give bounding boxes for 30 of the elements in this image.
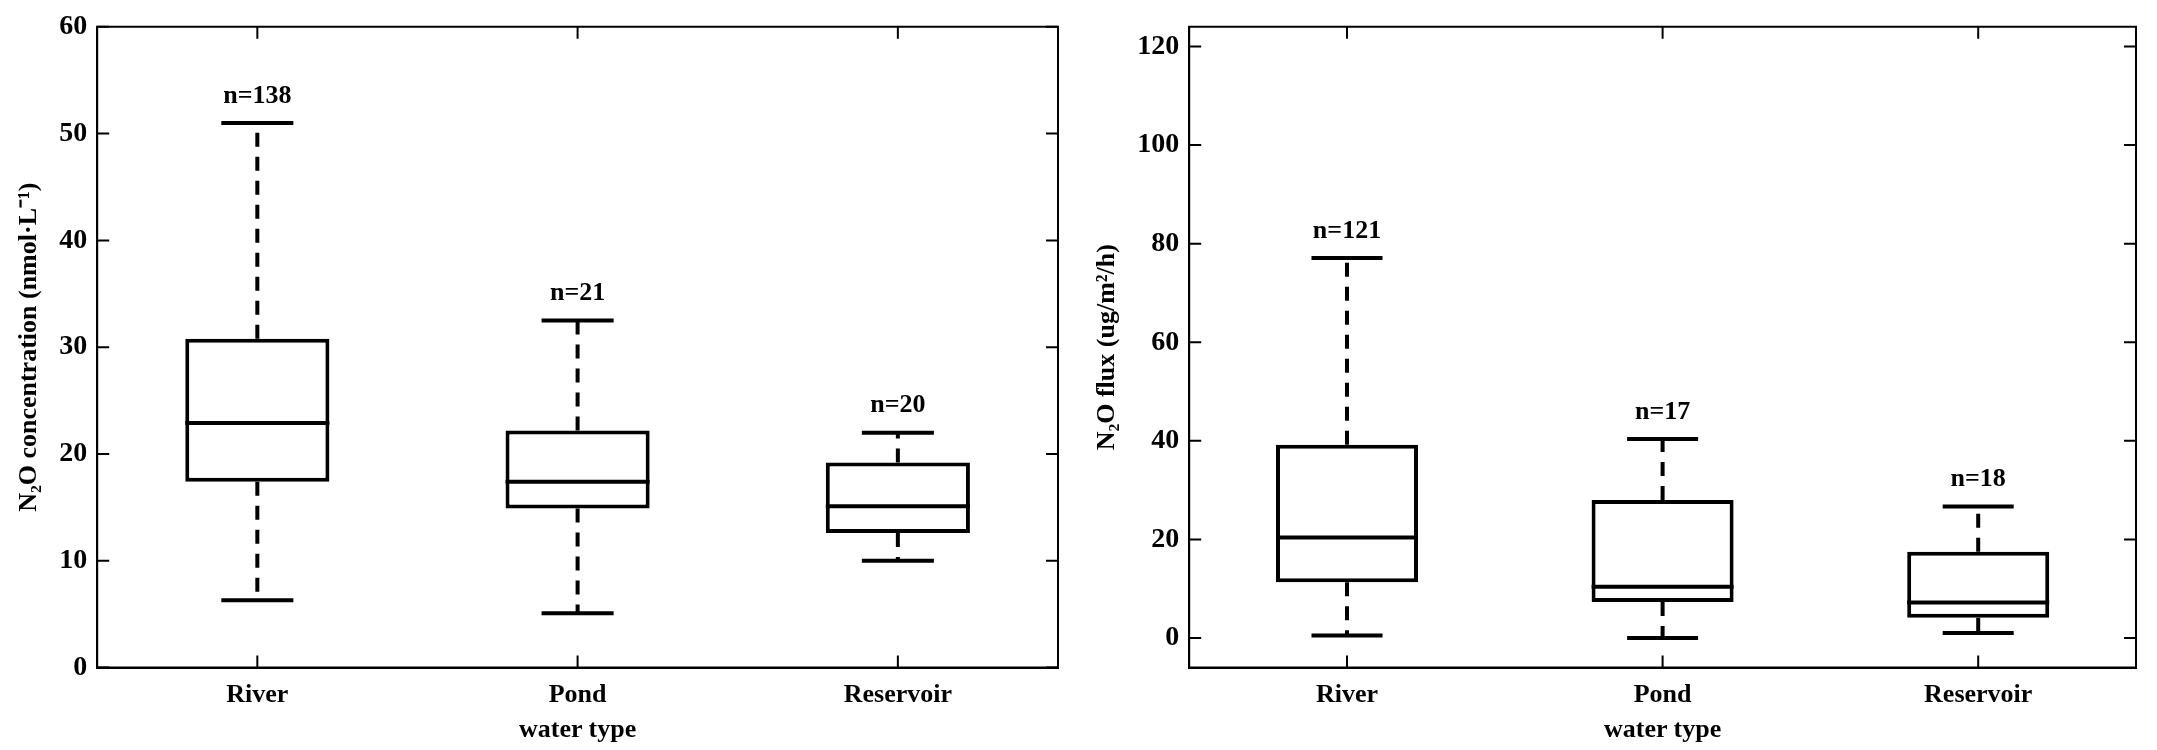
y-axis-title: N₂O concentration (nmol·L⁻¹) bbox=[13, 182, 43, 512]
annotation: n=138 bbox=[223, 79, 292, 109]
annotation: n=17 bbox=[1634, 395, 1691, 425]
x-tick-label: Pond bbox=[548, 678, 608, 708]
annotation: n=20 bbox=[870, 389, 926, 419]
y-axis-title: N₂O flux (ug/m²/h) bbox=[1091, 244, 1121, 451]
annotation: n=21 bbox=[549, 277, 606, 307]
y-tick-label: 30 bbox=[59, 329, 88, 361]
y-tick-label: 60 bbox=[1151, 324, 1180, 356]
x-tick-label: Pond bbox=[1633, 678, 1693, 708]
y-tick-label: 40 bbox=[59, 222, 88, 254]
annotation: n=18 bbox=[1950, 463, 2006, 493]
x-tick-label: River bbox=[1315, 678, 1379, 708]
x-tick-label: Reservoir bbox=[843, 678, 953, 708]
x-tick-label: River bbox=[226, 678, 289, 708]
x-axis-title: water type bbox=[519, 714, 637, 744]
y-tick-label: 50 bbox=[59, 115, 88, 147]
y-tick-label: 20 bbox=[1151, 521, 1180, 553]
y-tick-label: 0 bbox=[1165, 620, 1180, 652]
y-tick-label: 80 bbox=[1151, 225, 1180, 257]
x-axis-title: water type bbox=[1604, 714, 1722, 744]
y-tick-label: 120 bbox=[1137, 28, 1180, 60]
x-tick-label: Reservoir bbox=[1924, 678, 2033, 708]
y-tick-label: 0 bbox=[73, 649, 88, 681]
y-tick-label: 100 bbox=[1137, 127, 1180, 159]
y-tick-label: 20 bbox=[59, 436, 88, 468]
y-tick-label: 10 bbox=[59, 543, 88, 575]
y-tick-label: 60 bbox=[59, 9, 88, 41]
y-tick-label: 40 bbox=[1151, 423, 1180, 455]
annotation: n=121 bbox=[1312, 214, 1382, 244]
